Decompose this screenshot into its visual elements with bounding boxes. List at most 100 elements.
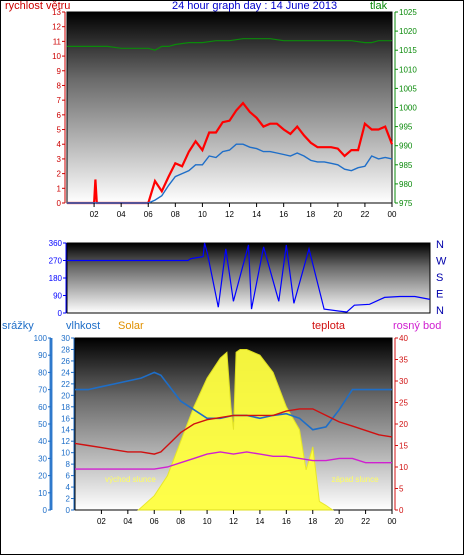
- pressure-ytick-label: 985: [399, 161, 413, 170]
- direction-ytick-label: 90: [53, 292, 62, 301]
- temperature-humidity-panel: východ slunce západ slunce 0 10 20 30 40 50 60 70…: [34, 334, 409, 526]
- temp-ytick-label: 5: [399, 485, 404, 494]
- p1-xtick-label: 20: [333, 210, 342, 219]
- temp-ytick-label: 30: [399, 377, 408, 386]
- p3-xtick-label: 08: [176, 517, 185, 526]
- compass-label: N: [436, 239, 444, 251]
- wind-ytick-label: 4: [57, 140, 62, 149]
- rain-ytick-label: 60: [38, 403, 47, 412]
- wind-gust-line: [67, 101, 394, 205]
- p3-xtick-label: 12: [229, 517, 238, 526]
- p3-xtick-label: 00: [388, 517, 397, 526]
- humidity-ytick-label: 16: [61, 414, 70, 423]
- humidity-ytick-label: 14: [61, 426, 70, 435]
- p3-xtick-label: 20: [335, 517, 344, 526]
- legend-temperature: teplota: [312, 320, 346, 332]
- compass-label: E: [436, 289, 443, 301]
- direction-ytick-label: 360: [49, 239, 63, 248]
- p1-xtick-label: 02: [90, 210, 99, 219]
- dewpoint-line: [75, 451, 392, 470]
- p3-xtick-label: 16: [282, 517, 291, 526]
- legend-solar: Solar: [118, 320, 144, 332]
- pressure-ytick-label: 980: [399, 180, 413, 189]
- p1-xtick-label: 18: [306, 210, 315, 219]
- humidity-ytick-label: 26: [61, 357, 70, 366]
- temp-ytick-label: 20: [399, 420, 408, 429]
- compass-label: S: [436, 272, 443, 284]
- wind-ytick-label: 1: [57, 184, 62, 193]
- p1-xtick-label: 04: [117, 210, 126, 219]
- pressure-ytick-label: 1005: [399, 84, 417, 93]
- wind-ytick-label: 7: [57, 96, 62, 105]
- wind-ytick-label: 9: [57, 67, 62, 76]
- wind-ytick-label: 2: [57, 170, 62, 179]
- rain-ytick-label: 90: [38, 351, 47, 360]
- compass-label: W: [436, 256, 447, 268]
- rain-ytick-label: 30: [38, 454, 47, 463]
- legend-humidity: vlhkost: [66, 320, 101, 332]
- p1-xtick-label: 08: [171, 210, 180, 219]
- wind-ytick-label: 0: [57, 199, 62, 208]
- direction-ytick-label: 270: [49, 257, 63, 266]
- p3-xtick-label: 10: [203, 517, 212, 526]
- p1-xtick-label: 22: [360, 210, 369, 219]
- wind-ytick-label: 12: [52, 23, 61, 32]
- p1-xtick-label: 10: [198, 210, 207, 219]
- legend-dewpoint: rosný bod: [393, 320, 442, 332]
- humidity-ytick-label: 10: [61, 449, 70, 458]
- p1-xtick-label: 00: [388, 210, 397, 219]
- p3-xtick-label: 22: [361, 517, 370, 526]
- humidity-ytick-label: 28: [61, 345, 70, 354]
- temp-ytick-label: 10: [399, 463, 408, 472]
- compass-label: N: [436, 305, 444, 317]
- direction-ytick-label: 0: [58, 309, 63, 318]
- p1-xtick-label: 14: [252, 210, 261, 219]
- pressure-ytick-label: 1010: [399, 65, 417, 74]
- humidity-ytick-label: 18: [61, 403, 70, 412]
- wind-ytick-label: 13: [52, 8, 61, 17]
- temperature-line: [74, 408, 393, 455]
- humidity-ytick-label: 24: [61, 368, 70, 377]
- rain-ytick-label: 70: [38, 386, 47, 395]
- pressure-ytick-label: 995: [399, 123, 413, 132]
- p1-xtick-label: 16: [279, 210, 288, 219]
- p3-xtick-label: 14: [255, 517, 264, 526]
- humidity-ytick-label: 30: [61, 334, 70, 343]
- pressure-ytick-label: 1000: [399, 104, 417, 113]
- p3-xtick-label: 04: [123, 517, 132, 526]
- p1-xtick-label: 06: [144, 210, 153, 219]
- wind-ytick-label: 3: [57, 155, 62, 164]
- pressure-line: [67, 38, 392, 51]
- pressure-ytick-label: 1025: [399, 8, 417, 17]
- sunset-label: západ slunce: [331, 475, 379, 484]
- sunrise-label: východ slunce: [105, 475, 156, 484]
- wind-ytick-label: 6: [57, 111, 62, 120]
- humidity-ytick-label: 4: [66, 483, 71, 492]
- humidity-ytick-label: 0: [66, 506, 71, 515]
- pressure-ytick-label: 1020: [399, 27, 417, 36]
- solar-area: [137, 349, 335, 511]
- wind-axis-title: rychlost větru: [5, 0, 71, 12]
- pressure-ytick-label: 975: [399, 199, 413, 208]
- legend-rain: srážky: [2, 320, 34, 332]
- wind-average-line: [67, 143, 393, 204]
- humidity-ytick-label: 12: [61, 437, 70, 446]
- p3-xtick-label: 06: [150, 517, 159, 526]
- p1-xtick-label: 12: [225, 210, 234, 219]
- wind-ytick-label: 10: [52, 52, 61, 61]
- graph-title: 24 hour graph day : 14 June 2013: [172, 0, 338, 12]
- wind-ytick-label: 5: [57, 126, 62, 135]
- wind-ytick-label: 11: [53, 37, 62, 46]
- rain-ytick-label: 20: [38, 472, 47, 481]
- temp-ytick-label: 40: [399, 334, 408, 343]
- wind-ytick-label: 8: [57, 81, 62, 90]
- humidity-ytick-label: 2: [66, 495, 71, 504]
- direction-ytick-label: 180: [49, 274, 63, 283]
- rain-gauge-bar: [49, 338, 53, 510]
- pressure-ytick-label: 1015: [399, 46, 417, 55]
- humidity-ytick-label: 20: [61, 391, 70, 400]
- pressure-axis-title: tlak: [370, 0, 388, 12]
- humidity-ytick-label: 22: [61, 380, 70, 389]
- rain-ytick-label: 50: [38, 420, 47, 429]
